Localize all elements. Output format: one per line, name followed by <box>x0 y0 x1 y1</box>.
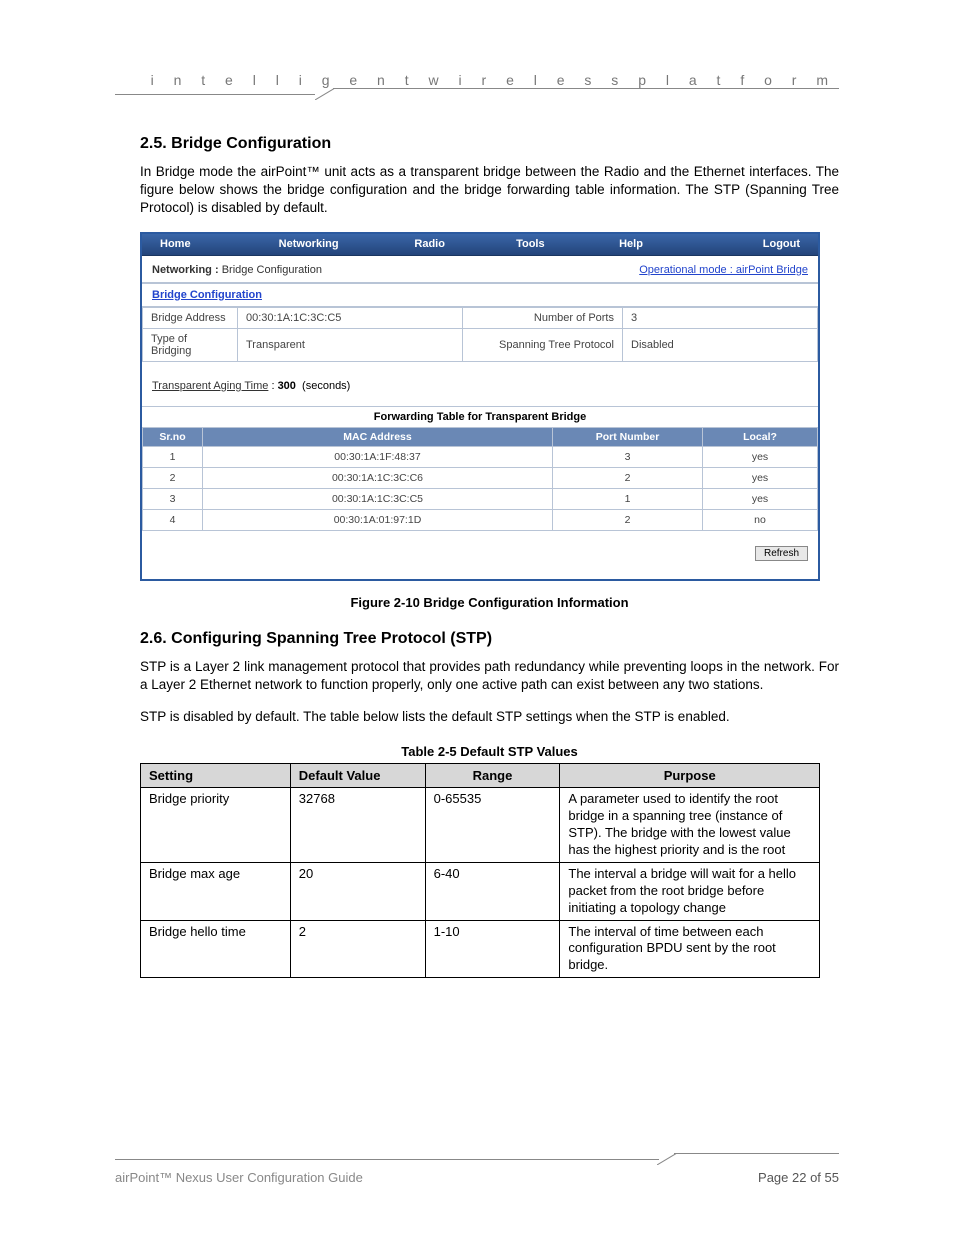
cfg-bridge-address-label: Bridge Address <box>143 307 238 328</box>
section-2-6-paragraph-2: STP is disabled by default. The table be… <box>140 708 839 726</box>
refresh-row: Refresh <box>142 531 818 579</box>
stp-default: 2 <box>290 920 425 978</box>
section-2-5-title: 2.5. Bridge Configuration <box>140 135 839 153</box>
nav-home[interactable]: Home <box>142 238 261 250</box>
stp-purpose: A parameter used to identify the root br… <box>560 788 820 863</box>
breadcrumb-value: Bridge Configuration <box>222 264 322 276</box>
stp-setting: Bridge hello time <box>141 920 291 978</box>
table-row: Bridge Address 00:30:1A:1C:3C:C5 Number … <box>143 307 818 328</box>
aging-unit: (seconds) <box>302 380 350 392</box>
stp-setting: Bridge max age <box>141 862 291 920</box>
breadcrumb-bar: Networking : Bridge Configuration Operat… <box>142 256 818 283</box>
section-2-6-title: 2.6. Configuring Spanning Tree Protocol … <box>140 630 839 648</box>
table-row: Type of Bridging Transparent Spanning Tr… <box>143 328 818 361</box>
table-row: Bridge hello time 2 1-10 The interval of… <box>141 920 820 978</box>
section-2-6-paragraph-1: STP is a Layer 2 link management protoco… <box>140 658 839 694</box>
col-srno: Sr.no <box>143 427 203 446</box>
cfg-bridging-type-value: Transparent <box>238 328 463 361</box>
nav-logout[interactable]: Logout <box>681 238 818 250</box>
cfg-bridging-type-label: Type of Bridging <box>143 328 238 361</box>
figure-caption: Figure 2-10 Bridge Configuration Informa… <box>140 595 839 610</box>
cfg-stp-label: Spanning Tree Protocol <box>463 328 623 361</box>
cfg-num-ports-value: 3 <box>623 307 818 328</box>
stp-default: 20 <box>290 862 425 920</box>
nav-tools[interactable]: Tools <box>480 238 581 250</box>
operational-mode-link[interactable]: Operational mode : airPoint Bridge <box>639 264 808 276</box>
stp-purpose: The interval a bridge will wait for a he… <box>560 862 820 920</box>
bridge-config-screenshot: Home Networking Radio Tools Help Logout … <box>140 232 820 581</box>
breadcrumb: Networking : Bridge Configuration <box>152 264 322 276</box>
header-tagline: i n t e l l i g e n t w i r e l e s s p … <box>151 72 836 88</box>
col-purpose: Purpose <box>560 764 820 788</box>
section-link-row: Bridge Configuration <box>142 283 818 307</box>
col-port: Port Number <box>553 427 703 446</box>
aging-value: 300 <box>278 380 296 392</box>
stp-table: Setting Default Value Range Purpose Brid… <box>140 763 820 978</box>
header-rule <box>115 88 839 100</box>
nav-networking[interactable]: Networking <box>261 238 380 250</box>
bridge-configuration-link[interactable]: Bridge Configuration <box>152 289 262 301</box>
footer-rule <box>115 1153 839 1165</box>
footer-guide-title: airPoint™ Nexus User Configuration Guide <box>115 1170 363 1185</box>
nav-help[interactable]: Help <box>581 238 682 250</box>
stp-default: 32768 <box>290 788 425 863</box>
col-setting: Setting <box>141 764 291 788</box>
col-mac: MAC Address <box>203 427 553 446</box>
config-table: Bridge Address 00:30:1A:1C:3C:C5 Number … <box>142 307 818 362</box>
cfg-num-ports-label: Number of Ports <box>463 307 623 328</box>
col-range: Range <box>425 764 560 788</box>
nav-bar: Home Networking Radio Tools Help Logout <box>142 234 818 256</box>
table-header-row: Sr.no MAC Address Port Number Local? <box>143 427 818 446</box>
table-row: 400:30:1A:01:97:1D2no <box>143 509 818 530</box>
content: 2.5. Bridge Configuration In Bridge mode… <box>140 135 839 978</box>
refresh-button[interactable]: Refresh <box>755 546 808 561</box>
section-2-5-paragraph: In Bridge mode the airPoint™ unit acts a… <box>140 163 839 218</box>
page-number: Page 22 of 55 <box>758 1170 839 1185</box>
stp-range: 6-40 <box>425 862 560 920</box>
aging-time-row: Transparent Aging Time : 300 (seconds) <box>142 362 818 406</box>
forwarding-table-title: Forwarding Table for Transparent Bridge <box>142 406 818 427</box>
col-default: Default Value <box>290 764 425 788</box>
breadcrumb-label: Networking : <box>152 264 219 276</box>
table-caption: Table 2-5 Default STP Values <box>140 744 839 759</box>
stp-purpose: The interval of time between each config… <box>560 920 820 978</box>
cfg-bridge-address-value: 00:30:1A:1C:3C:C5 <box>238 307 463 328</box>
nav-radio[interactable]: Radio <box>379 238 480 250</box>
table-row: 200:30:1A:1C:3C:C62yes <box>143 467 818 488</box>
table-row: 300:30:1A:1C:3C:C51yes <box>143 488 818 509</box>
stp-setting: Bridge priority <box>141 788 291 863</box>
table-row: Bridge priority 32768 0-65535 A paramete… <box>141 788 820 863</box>
col-local: Local? <box>703 427 818 446</box>
cfg-stp-value: Disabled <box>623 328 818 361</box>
table-header-row: Setting Default Value Range Purpose <box>141 764 820 788</box>
table-row: 100:30:1A:1F:48:373yes <box>143 446 818 467</box>
forwarding-table: Sr.no MAC Address Port Number Local? 100… <box>142 427 818 531</box>
aging-label: Transparent Aging Time <box>152 380 268 392</box>
table-row: Bridge max age 20 6-40 The interval a br… <box>141 862 820 920</box>
stp-range: 1-10 <box>425 920 560 978</box>
stp-range: 0-65535 <box>425 788 560 863</box>
page: i n t e l l i g e n t w i r e l e s s p … <box>0 0 954 1235</box>
